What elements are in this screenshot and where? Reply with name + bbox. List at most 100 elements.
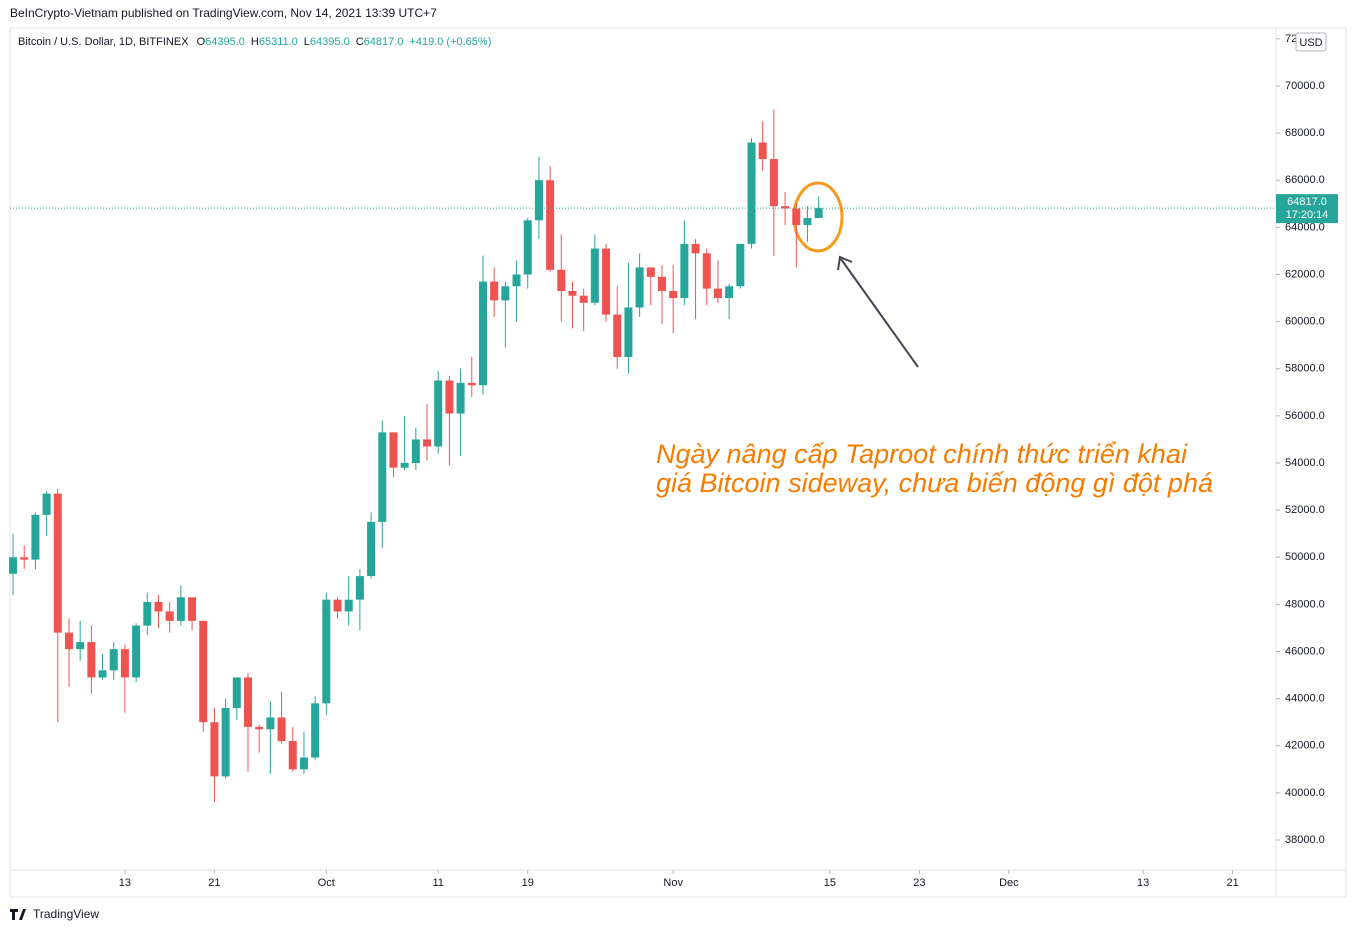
- ohlc-key: H: [251, 36, 259, 48]
- candle-body: [344, 599, 353, 612]
- x-tick-label: 21: [208, 877, 220, 889]
- ohlc-value: 64395.0: [310, 36, 350, 48]
- candle-body: [20, 557, 29, 560]
- candle-body: [546, 180, 555, 270]
- candle-body: [747, 142, 756, 244]
- candles: [9, 109, 823, 803]
- candle-body: [792, 208, 801, 226]
- candle-body: [355, 576, 364, 600]
- candle-body: [132, 625, 141, 678]
- y-tick-label: 38000.0: [1285, 834, 1325, 846]
- ohlc-value: 64395.0: [205, 36, 245, 48]
- y-tick-label: 62000.0: [1285, 268, 1325, 280]
- candle-body: [311, 703, 320, 758]
- candle-body: [434, 380, 443, 447]
- candle-body: [568, 290, 577, 296]
- annotation: giá Bitcoin sideway, chưa biến động gì đ…: [656, 468, 1213, 498]
- candle-body: [322, 599, 331, 704]
- y-tick-label: 54000.0: [1285, 457, 1325, 469]
- candle-body: [680, 243, 689, 299]
- candle-body: [613, 314, 622, 357]
- candle-body: [188, 597, 197, 621]
- y-tick-label: 60000.0: [1285, 316, 1325, 328]
- candle-body: [423, 439, 432, 447]
- candle-body: [378, 432, 387, 522]
- ohlc-value: 64817.0: [364, 36, 404, 48]
- last-price-box: [1276, 194, 1338, 224]
- brand-logo: [10, 909, 26, 920]
- candle-body: [400, 462, 409, 468]
- y-tick-label: 56000.0: [1285, 410, 1325, 422]
- x-tick-label: 13: [1137, 877, 1149, 889]
- y-tick-label: 46000.0: [1285, 645, 1325, 657]
- x-tick-label: 21: [1227, 877, 1239, 889]
- symbol-title: Bitcoin / U.S. Dollar, 1D, BITFINEX: [18, 36, 189, 48]
- candle-body: [725, 286, 734, 299]
- candle-body: [299, 757, 308, 770]
- candle-body: [478, 281, 487, 386]
- candle-body: [288, 741, 297, 770]
- change: +419.0 (+0.65%): [409, 36, 491, 48]
- brand-name: TradingView: [33, 907, 99, 921]
- arrow-head: [837, 255, 853, 271]
- candle-body: [590, 248, 599, 303]
- y-tick-label: 70000.0: [1285, 80, 1325, 92]
- y-tick-label: 40000.0: [1285, 787, 1325, 799]
- ohlc-key: L: [304, 36, 310, 48]
- candle-body: [87, 642, 96, 678]
- candle-body: [98, 670, 107, 678]
- candle-body: [501, 286, 510, 301]
- last-price-label: 64817.0: [1287, 196, 1327, 208]
- x-tick-label: Nov: [663, 877, 683, 889]
- candle-body: [758, 142, 767, 160]
- candle-body: [445, 380, 454, 414]
- candle-body: [277, 717, 286, 742]
- candle-body: [769, 159, 778, 207]
- candle-body: [602, 248, 611, 315]
- candle-body: [333, 599, 342, 612]
- candle-body: [199, 620, 208, 723]
- ohlc-key: O: [197, 36, 206, 48]
- candle-body: [9, 557, 18, 574]
- x-tick-label: 11: [433, 877, 444, 889]
- candle-body: [266, 717, 275, 730]
- y-tick-label: 48000.0: [1285, 598, 1325, 610]
- candle-body: [814, 208, 823, 219]
- candle-body: [669, 290, 678, 299]
- candle-body: [255, 726, 264, 730]
- candle-body: [624, 307, 633, 357]
- candle-body: [109, 649, 118, 671]
- candle-body: [389, 432, 398, 468]
- candle-body: [456, 382, 465, 414]
- candle-body: [557, 269, 566, 291]
- candle-body: [691, 243, 700, 254]
- candle-body: [176, 597, 185, 621]
- y-tick-label: 68000.0: [1285, 127, 1325, 139]
- annotation: Ngày nâng cấp Taproot chính thức triển k…: [656, 439, 1188, 469]
- candle-body: [42, 493, 51, 515]
- candle-body: [803, 218, 812, 226]
- y-tick-label: 50000.0: [1285, 551, 1325, 563]
- y-tick-label: 44000.0: [1285, 693, 1325, 705]
- candle-body: [523, 220, 532, 275]
- candle-body: [713, 288, 722, 299]
- candle-body: [165, 611, 174, 621]
- candle-body: [781, 206, 790, 209]
- candle-body: [534, 180, 543, 221]
- candle-body: [221, 708, 230, 777]
- y-tick-label: 64000.0: [1285, 221, 1325, 233]
- candle-body: [31, 514, 40, 560]
- candle-body: [490, 281, 499, 301]
- candle-body: [635, 267, 644, 308]
- candle-body: [154, 602, 163, 612]
- candle-body: [120, 649, 129, 678]
- published-line: BeInCrypto-Vietnam published on TradingV…: [10, 6, 437, 20]
- arrow: [840, 258, 919, 368]
- candle-body: [367, 521, 376, 577]
- x-tick-label: 15: [824, 877, 836, 889]
- candle-body: [702, 253, 711, 289]
- y-tick-label: 42000.0: [1285, 740, 1325, 752]
- x-tick-label: Oct: [318, 877, 335, 889]
- candle-body: [143, 602, 152, 626]
